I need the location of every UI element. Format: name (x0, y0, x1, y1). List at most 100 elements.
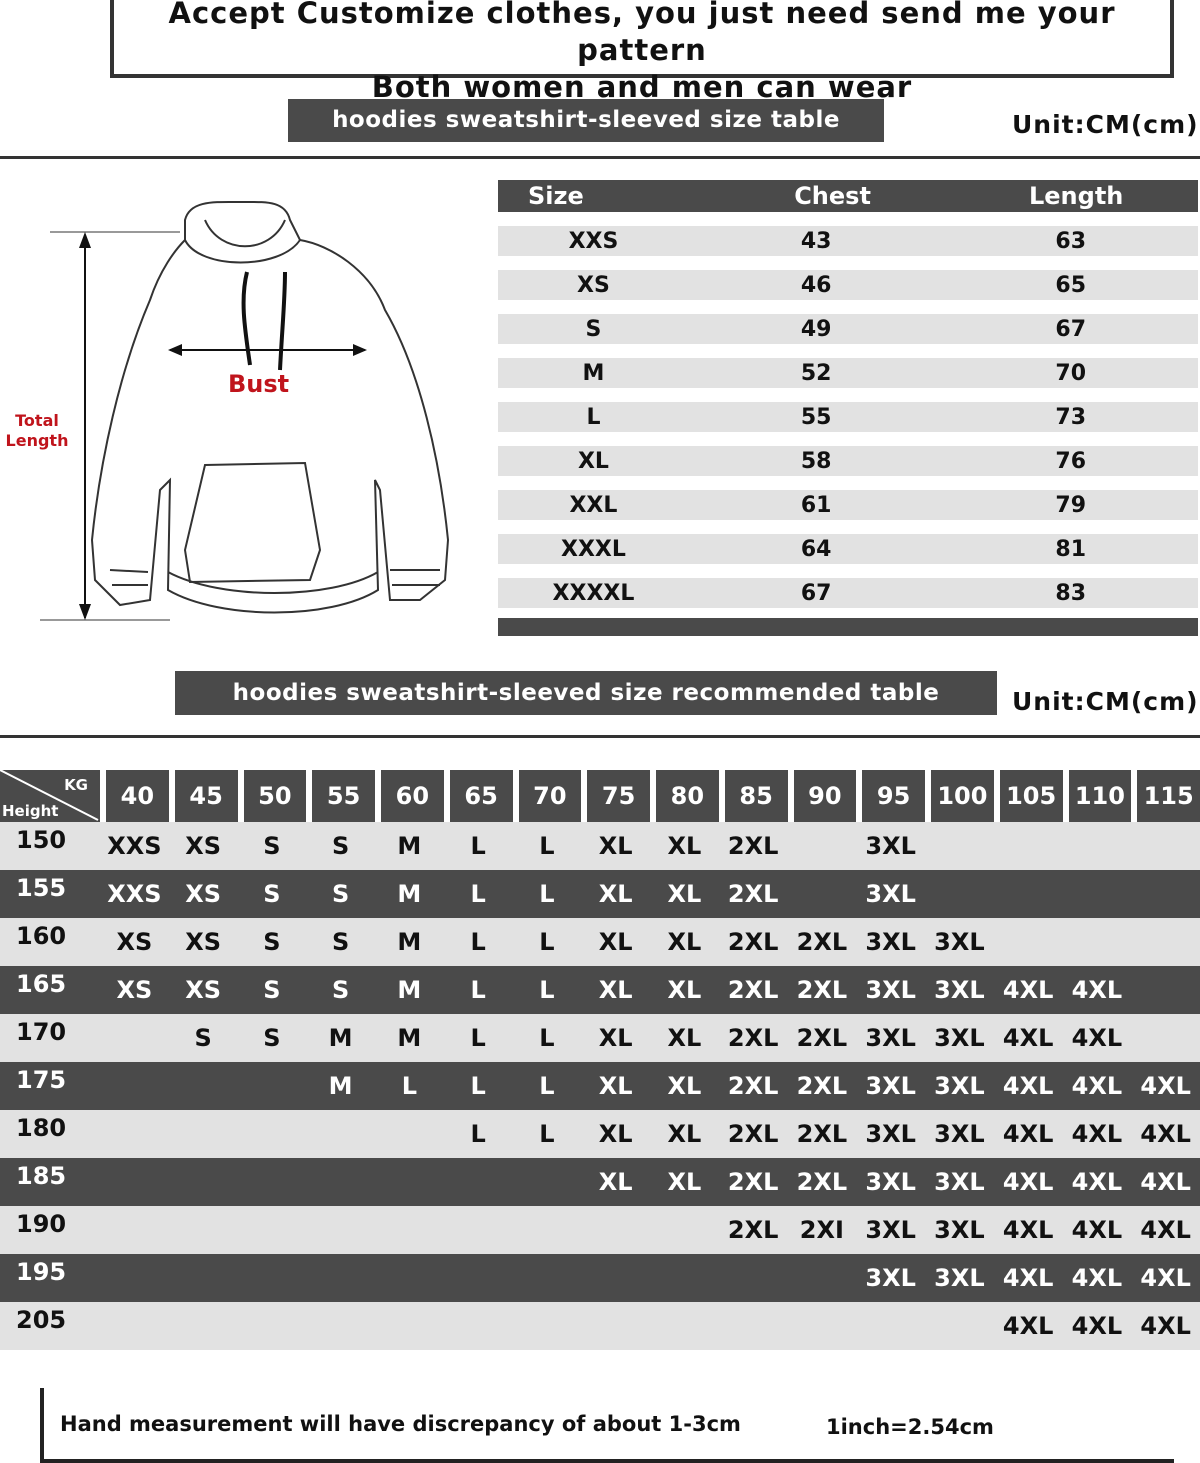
size-cell: 3XL (865, 832, 916, 860)
size-cell: 4XL (1071, 1024, 1123, 1052)
hoodie-diagram (40, 200, 450, 621)
size-cell: XL (598, 1120, 633, 1148)
chest-cell: 46 (800, 272, 832, 298)
chest-cell: 58 (800, 448, 832, 474)
size-cell: 4XL (1071, 1312, 1123, 1340)
height-cell: 150 (16, 826, 67, 854)
chest-cell: 55 (800, 404, 832, 430)
waistband (167, 571, 379, 594)
size-row: XL 58 76 (498, 446, 1198, 476)
divider (0, 735, 1200, 738)
corner-cell: KG Height (0, 770, 100, 822)
size-cell: 2XL (727, 832, 779, 860)
size-cell: 3XL (934, 976, 985, 1004)
size-cell: L (401, 1072, 418, 1100)
size-cell: XS (185, 880, 222, 908)
size-cell: 3XL (934, 1264, 985, 1292)
chest-cell: 64 (800, 536, 832, 562)
size-cell: 4XL (1002, 1216, 1054, 1244)
size-cell: XL (667, 832, 702, 860)
weight-header: 115 (1137, 770, 1200, 822)
recommend-row: 190 2XL 2XI 3XL 3XL 4XL 4XL 4XL (0, 1206, 1200, 1254)
size-cell: L (539, 832, 555, 860)
weight-header: 90 (793, 770, 857, 822)
size-row: XXXL 64 81 (498, 534, 1198, 564)
size-cell: S (263, 832, 281, 860)
measurement-note: Hand measurement will have discrepancy o… (60, 1412, 741, 1436)
size-cell: 3XL (865, 976, 916, 1004)
height-cell: 190 (16, 1210, 67, 1238)
size-cell: XS (116, 976, 153, 1004)
recommend-row: 195 3XL 3XL 4XL 4XL 4XL (0, 1254, 1200, 1302)
size-cell: 2XL (796, 1120, 848, 1148)
size-cell: 2XL (796, 1024, 848, 1052)
size-row: XXL 61 79 (498, 490, 1198, 520)
size-cell: 3XL (865, 1168, 916, 1196)
length-cell: 76 (1055, 448, 1087, 474)
size-cell: XS (185, 832, 222, 860)
size-cell: XS (185, 928, 222, 956)
size-cell: M (397, 976, 422, 1004)
size-cell: S (585, 316, 602, 342)
size-cell: 2XL (727, 1072, 779, 1100)
height-cell: 205 (16, 1306, 67, 1334)
size-cell: 2XL (727, 880, 779, 908)
size-cell: S (263, 976, 281, 1004)
size-cell: XL (598, 1024, 633, 1052)
size-cell: 3XL (934, 1024, 985, 1052)
height-cell: 155 (16, 874, 67, 902)
size-cell: 2XL (796, 928, 848, 956)
size-cell: 4XL (1140, 1120, 1191, 1148)
size-cell: 4XL (1002, 1168, 1054, 1196)
recommend-row: 205 4XL 4XL 4XL (0, 1302, 1200, 1350)
size-cell: 3XL (865, 1024, 916, 1052)
size-cell: S (331, 880, 350, 908)
size-cell: 4XL (1140, 1264, 1191, 1292)
size-cell: S (263, 928, 281, 956)
chest-cell: 49 (800, 316, 832, 342)
size-cell: XL (577, 448, 609, 474)
corner-kg: KG (64, 776, 88, 794)
size-cell: 4XL (1002, 1264, 1054, 1292)
arrow-down-icon (79, 604, 91, 620)
weight-header: 65 (449, 770, 513, 822)
chest-cell: 67 (800, 580, 832, 606)
size-cell: 3XL (865, 880, 916, 908)
size-cell: XL (667, 1024, 702, 1052)
size-cell: 3XL (934, 928, 985, 956)
size-cell: 4XL (1071, 1120, 1123, 1148)
size-cell: 4XL (1071, 1264, 1123, 1292)
length-cell: 79 (1055, 492, 1087, 518)
size-cell: XL (667, 1120, 702, 1148)
banner-line-2: Both women and men can wear (371, 70, 913, 104)
size-table-unit: Unit:CM(cm) (1012, 110, 1199, 139)
size-cell: 2XL (796, 976, 848, 1004)
size-cell: XS (185, 976, 222, 1004)
weight-header: 85 (724, 770, 788, 822)
size-cell: 4XL (1002, 1120, 1054, 1148)
size-cell: XL (667, 1072, 702, 1100)
size-cell: 4XL (1140, 1216, 1191, 1244)
recommend-row: 180 L L XL XL 2XL 2XL 3XL 3XL 4XL 4XL 4XL (0, 1110, 1200, 1158)
size-cell: 4XL (1140, 1168, 1191, 1196)
chest-cell: 43 (800, 228, 832, 254)
drawstrings (241, 271, 287, 371)
size-cell: 3XL (934, 1168, 985, 1196)
size-cell: 2XL (727, 928, 779, 956)
cuff-right (390, 569, 440, 586)
size-cell: L (470, 976, 486, 1004)
size-cell: XXL (569, 492, 618, 518)
size-cell: 4XL (1071, 976, 1123, 1004)
height-cell: 175 (16, 1066, 67, 1094)
size-cell: XL (598, 1168, 633, 1196)
size-cell: 3XL (934, 1216, 985, 1244)
total-length-label-2: Length (5, 431, 69, 450)
size-cell: S (331, 976, 350, 1004)
length-cell: 73 (1055, 404, 1087, 430)
size-cell: M (397, 928, 422, 956)
size-cell: 4XL (1071, 1216, 1123, 1244)
hood (184, 219, 301, 264)
size-table: Size Chest Length XXS 43 63 XS 46 65 S 49 67 M 52 7… (498, 180, 1198, 636)
size-cell: XXS (107, 880, 162, 908)
weight-header: 80 (656, 770, 719, 822)
